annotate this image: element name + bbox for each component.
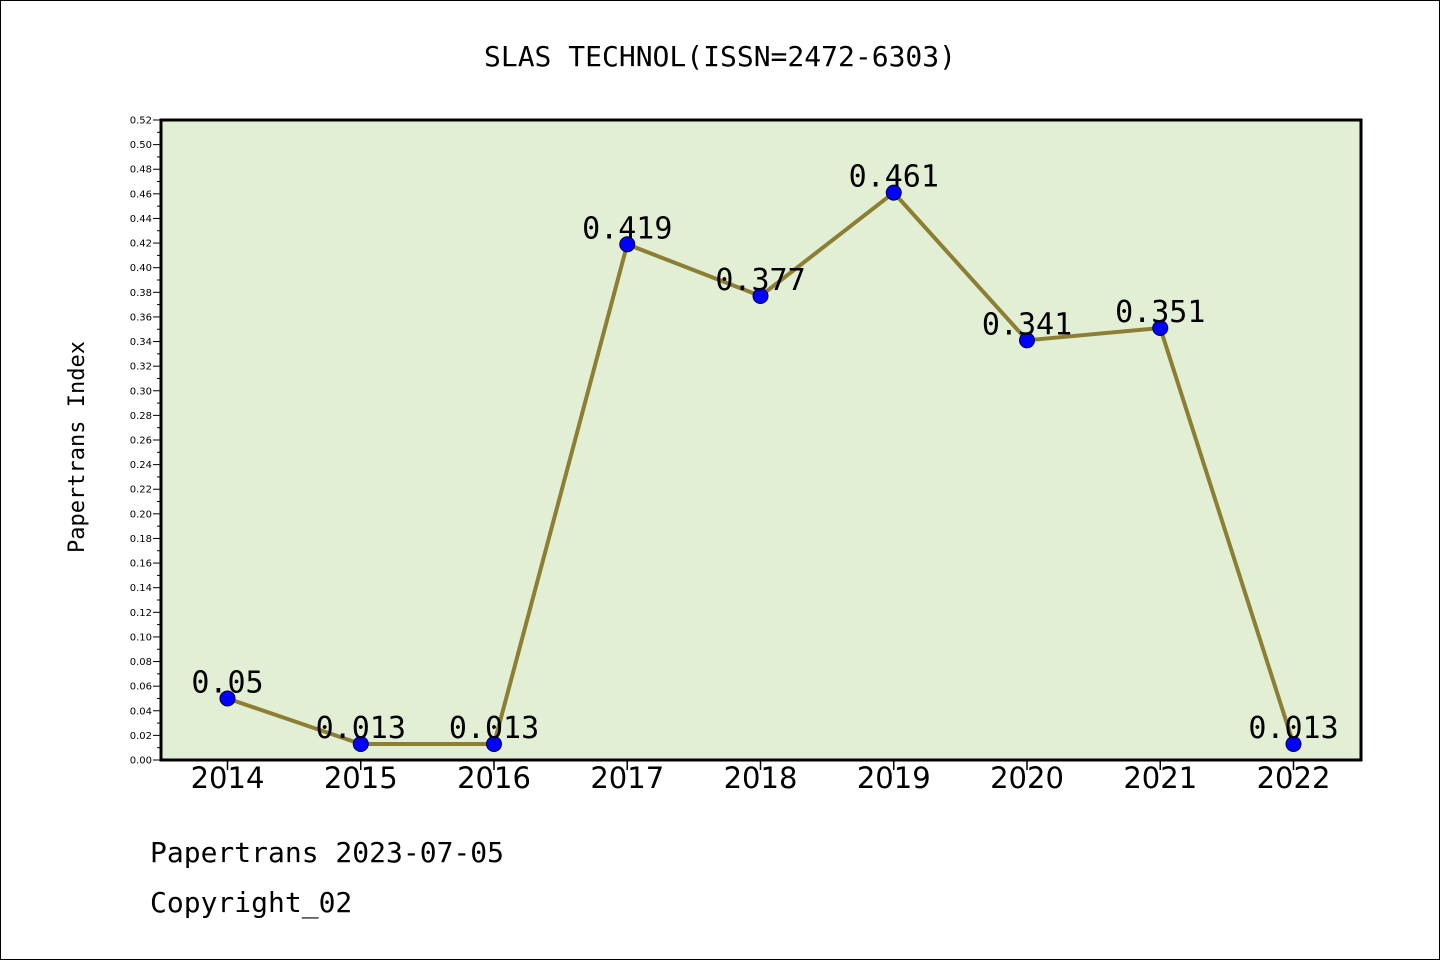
plot-area	[159, 118, 1363, 762]
y-tick-label: 0.08	[130, 657, 152, 668]
y-tick-label: 0.28	[130, 411, 152, 422]
data-label: 0.461	[849, 160, 939, 195]
y-tick-label: 0.34	[130, 337, 152, 348]
x-tick-label: 2017	[590, 761, 664, 795]
data-label: 0.013	[316, 711, 406, 746]
y-tick-label: 0.10	[130, 632, 152, 643]
data-point	[1152, 320, 1169, 336]
footer-copyright-text: Copyright_02	[150, 886, 353, 919]
y-tick-label: 0.24	[130, 460, 152, 471]
data-label: 0.013	[1248, 711, 1338, 746]
data-point	[619, 236, 636, 253]
y-tick-label: 0.36	[130, 312, 152, 323]
x-axis-ticks: 2014 2015 2016 2017 2018 2019 2020 2021 2022	[191, 760, 1331, 795]
y-tick-label: 0.06	[130, 682, 152, 693]
x-tick-label: 2014	[191, 761, 265, 795]
y-tick-label: 0.52	[130, 116, 152, 127]
y-tick-label: 0.12	[130, 608, 152, 619]
data-label: 0.341	[982, 307, 1072, 342]
data-label: 0.05	[191, 665, 263, 700]
data-label: 0.013	[449, 711, 539, 746]
y-tick-label: 0.46	[130, 189, 152, 200]
x-tick-label: 2016	[457, 761, 531, 795]
data-point	[1019, 332, 1035, 349]
y-tick-label: 0.22	[130, 485, 152, 496]
data-point	[352, 736, 369, 752]
y-tick-label: 0.50	[130, 140, 152, 151]
x-tick-label: 2021	[1123, 761, 1197, 795]
data-label: 0.351	[1115, 295, 1205, 330]
x-tick-label: 2022	[1257, 761, 1331, 795]
data-point	[219, 690, 236, 707]
y-axis-label: Papertrans Index	[65, 341, 90, 553]
y-tick-label: 0.44	[130, 214, 152, 225]
y-tick-label: 0.48	[130, 165, 152, 176]
y-tick-label: 0.20	[130, 509, 152, 520]
x-tick-label: 2015	[324, 761, 398, 795]
y-tick-label: 0.26	[130, 436, 152, 447]
x-tick-label: 2018	[724, 761, 798, 795]
y-tick-label: 0.40	[130, 263, 152, 274]
y-tick-label: 0.18	[130, 534, 152, 545]
x-tick-label: 2019	[857, 761, 931, 795]
footer-date-text: Papertrans 2023-07-05	[150, 836, 505, 869]
y-tick-label: 0.16	[130, 559, 152, 570]
data-point	[486, 736, 502, 752]
y-tick-label: 0.38	[130, 288, 152, 299]
y-tick-label: 0.02	[130, 731, 152, 742]
y-tick-label: 0.32	[130, 362, 152, 373]
data-label: 0.419	[582, 211, 672, 246]
y-tick-label: 0.04	[130, 706, 152, 717]
data-point	[752, 288, 769, 304]
y-tick-label: 0.30	[130, 386, 152, 397]
chart-title: SLAS TECHNOL(ISSN=2472-6303)	[484, 40, 956, 73]
x-tick-label: 2020	[990, 761, 1064, 795]
series-group: 0.05 0.013 0.013 0.419 0.377 0.461 0.341 0.351 0…	[191, 160, 1339, 752]
data-point	[1285, 736, 1302, 752]
y-tick-label: 0.14	[130, 583, 152, 594]
y-tick-label: 0.42	[130, 239, 152, 250]
y-tick-label: 0.00	[130, 756, 152, 767]
y-axis-ticks: 0.00 0.02 0.04 0.06 0.08 0.10 0.12 0.14 0.16 0.18…	[130, 116, 161, 767]
data-label: 0.377	[715, 263, 805, 298]
data-point	[885, 184, 902, 201]
